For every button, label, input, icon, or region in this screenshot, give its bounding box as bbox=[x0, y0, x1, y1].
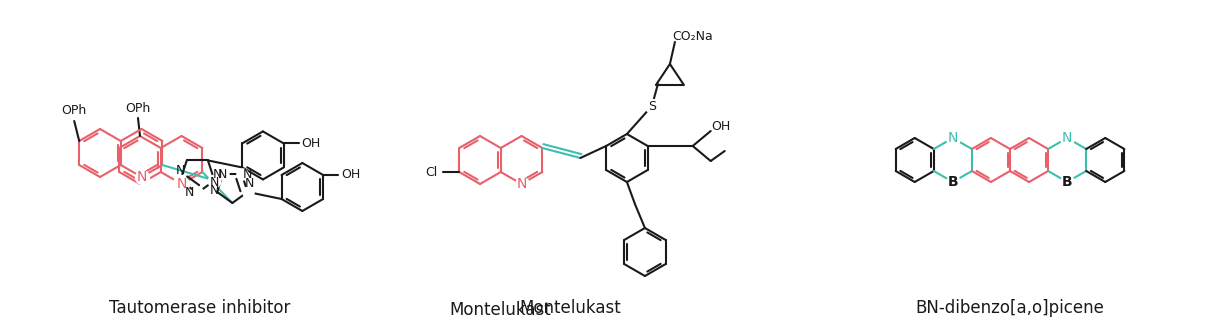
Text: OPh: OPh bbox=[61, 105, 87, 117]
Text: Montelukast: Montelukast bbox=[519, 299, 620, 317]
Text: CO₂Na: CO₂Na bbox=[673, 31, 714, 44]
Text: BN-dibenzo[a,o]picene: BN-dibenzo[a,o]picene bbox=[916, 299, 1105, 317]
Text: N: N bbox=[212, 168, 222, 180]
Text: S: S bbox=[647, 99, 656, 113]
Text: N: N bbox=[243, 168, 253, 180]
Text: B: B bbox=[1062, 175, 1073, 189]
Text: OH: OH bbox=[302, 137, 320, 150]
Text: N: N bbox=[185, 187, 194, 199]
Text: Tautomerase inhibitor: Tautomerase inhibitor bbox=[109, 299, 291, 317]
Text: OPh: OPh bbox=[125, 101, 151, 114]
Text: Cl: Cl bbox=[425, 166, 438, 178]
Text: N: N bbox=[136, 170, 147, 184]
Text: Montelukast: Montelukast bbox=[449, 301, 550, 319]
Text: N: N bbox=[175, 164, 185, 177]
Text: N: N bbox=[210, 175, 219, 189]
Text: N: N bbox=[245, 177, 254, 191]
Text: N: N bbox=[516, 177, 527, 191]
Text: OH: OH bbox=[342, 169, 360, 181]
Text: N: N bbox=[210, 184, 219, 197]
Text: OH: OH bbox=[711, 119, 731, 133]
Text: N: N bbox=[948, 131, 958, 145]
Text: N: N bbox=[177, 177, 186, 191]
Text: N: N bbox=[1062, 131, 1073, 145]
Text: B: B bbox=[948, 175, 959, 189]
Text: N: N bbox=[218, 169, 227, 181]
